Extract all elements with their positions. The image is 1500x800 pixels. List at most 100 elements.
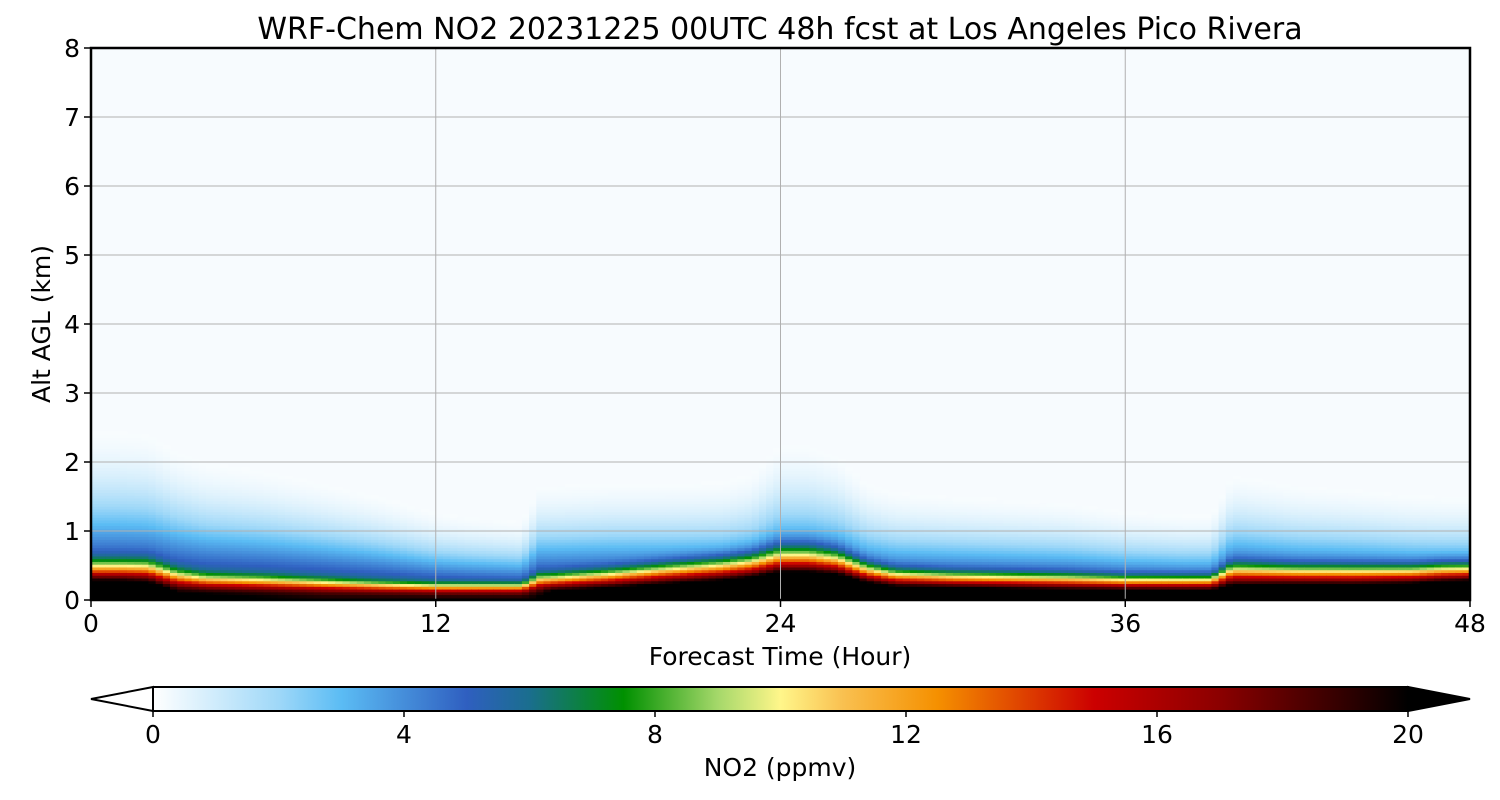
heatmap-cell [651,591,659,596]
heatmap-cell [737,506,746,510]
heatmap-cell [486,533,494,538]
heatmap-cell [342,539,351,543]
heatmap-cell [213,519,221,524]
heatmap-cell [263,577,272,582]
heatmap-cell [600,528,609,532]
heatmap-cell [644,575,652,579]
heatmap-cell [378,594,387,598]
heatmap-cell [328,528,336,532]
heatmap-cell [306,519,315,524]
heatmap-cell [170,464,178,469]
heatmap-cell [98,481,106,485]
heatmap-cell [493,588,501,593]
heatmap-cell [148,561,157,565]
heatmap-cell [306,503,315,507]
heatmap-cell [679,500,688,504]
heatmap-cell [514,522,523,527]
heatmap-cell [701,575,710,579]
heatmap-cell [191,539,200,543]
heatmap-cell [198,497,207,502]
heatmap-cell [787,597,796,600]
heatmap-cell [823,506,832,510]
heatmap-cell [198,486,207,491]
heatmap-cell [126,442,135,447]
heatmap-cell [622,566,631,571]
heatmap-cell [651,580,659,585]
heatmap-cell [881,572,889,576]
heatmap-cell [600,561,609,565]
heatmap-cell [694,495,703,499]
heatmap-cell [270,564,279,568]
heatmap-cell [715,519,724,524]
heatmap-cell [220,484,229,488]
heatmap-cell [105,531,114,535]
heatmap-cell [773,555,782,560]
heatmap-cell [837,533,846,538]
heatmap-cell [758,525,767,529]
heatmap-cell [730,517,738,521]
heatmap-cell [866,597,875,600]
heatmap-cell [198,481,207,485]
heatmap-cell [730,569,738,573]
heatmap-cell [615,553,624,557]
heatmap-cell [809,448,818,452]
heatmap-cell [227,492,236,496]
heatmap-cell [335,536,343,540]
heatmap-cell [292,586,300,590]
heatmap-cell [241,572,250,576]
heatmap-cell [184,500,193,504]
heatmap-cell [679,539,688,543]
heatmap-cell [766,470,774,474]
heatmap-cell [672,528,681,532]
heatmap-cell [586,503,595,507]
heatmap-cell [392,591,401,596]
heatmap-cell [270,558,279,562]
heatmap-cell [220,528,229,532]
heatmap-cell [622,484,631,488]
heatmap-cell [694,514,703,518]
heatmap-cell [780,569,789,573]
heatmap-cell [572,525,580,529]
heatmap-cell [213,555,221,560]
heatmap-cell [687,558,695,562]
heatmap-cell [385,577,394,582]
heatmap-cell [98,514,106,518]
heatmap-cell [299,539,308,543]
heatmap-cell [773,553,782,557]
heatmap-cell [313,544,322,549]
heatmap-cell [141,434,150,438]
heatmap-cell [651,588,659,593]
heatmap-cell [464,519,473,524]
heatmap-cell [536,486,545,491]
heatmap-cell [292,478,300,482]
heatmap-cell [363,583,372,587]
heatmap-cell [794,564,803,568]
heatmap-cell [572,506,580,510]
heatmap-cell [98,531,106,535]
heatmap-cell [651,561,659,565]
heatmap-cell [830,594,839,598]
heatmap-cell [234,542,243,546]
heatmap-cell [363,558,372,562]
heatmap-cell [600,508,609,513]
heatmap-cell [428,536,437,540]
heatmap-cell [593,522,602,527]
heatmap-cell [277,514,286,518]
heatmap-cell [780,533,789,538]
heatmap-cell [385,531,394,535]
heatmap-cell [730,539,738,543]
heatmap-cell [184,539,193,543]
heatmap-cell [902,558,911,562]
heatmap-cell [593,517,602,521]
heatmap-cell [328,566,336,571]
heatmap-cell [708,531,717,535]
heatmap-cell [335,508,343,513]
heatmap-cell [177,588,185,593]
heatmap-cell [184,575,193,579]
heatmap-cell [615,539,624,543]
heatmap-cell [766,550,774,554]
heatmap-cell [292,517,300,521]
heatmap-cell [751,555,760,560]
heatmap-cell [730,564,738,568]
heatmap-cell [514,528,523,532]
